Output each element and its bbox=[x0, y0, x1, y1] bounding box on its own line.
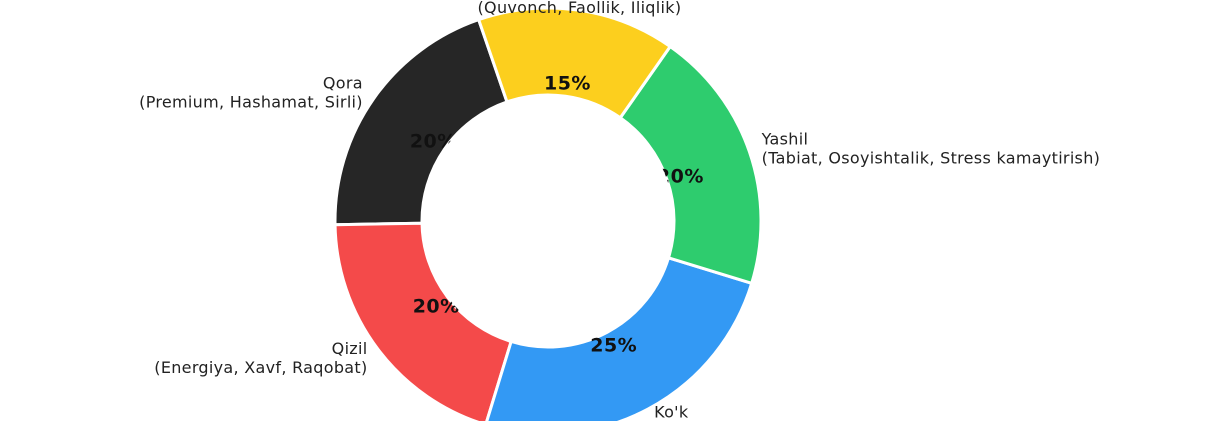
slice-name-qora: Qora bbox=[323, 73, 363, 92]
percent-label-qizil: 20% bbox=[413, 295, 460, 317]
slice-label-sariq: Sariq(Quvonch, Faollik, Iliqlik) bbox=[478, 0, 682, 17]
slice-label-kok: Ko'k(Tinchlik, Ishonch, Barqarorlik) bbox=[654, 403, 907, 425]
slice-desc-qora: (Premium, Hashamat, Sirli) bbox=[139, 92, 363, 111]
slice-name-yashil: Yashil bbox=[761, 129, 809, 148]
slice-desc-sariq: (Quvonch, Faollik, Iliqlik) bbox=[478, 0, 682, 17]
slice-name-kok: Ko'k bbox=[654, 403, 689, 421]
percent-label-qora: 20% bbox=[410, 131, 457, 153]
slice-desc-qizil: (Energiya, Xavf, Raqobat) bbox=[154, 358, 367, 377]
donut-wedges bbox=[333, 6, 763, 425]
percent-label-yashil: 20% bbox=[657, 165, 704, 187]
slice-label-yashil: Yashil(Tabiat, Osoyishtalik, Stress kama… bbox=[761, 129, 1101, 167]
slice-label-qora: Qora(Premium, Hashamat, Sirli) bbox=[139, 73, 363, 111]
donut-hole bbox=[422, 95, 674, 347]
percent-label-kok: 25% bbox=[590, 335, 637, 357]
slice-labels: Qora(Premium, Hashamat, Sirli) Qizil(Ener… bbox=[139, 0, 1101, 425]
slice-name-qizil: Qizil bbox=[332, 339, 368, 358]
percent-label-sariq: 15% bbox=[544, 72, 591, 94]
slice-label-qizil: Qizil(Energiya, Xavf, Raqobat) bbox=[154, 339, 367, 377]
slice-desc-yashil: (Tabiat, Osoyishtalik, Stress kamaytiris… bbox=[762, 148, 1101, 167]
percent-labels: 20% 20% 25% 20% 15% bbox=[410, 72, 704, 356]
